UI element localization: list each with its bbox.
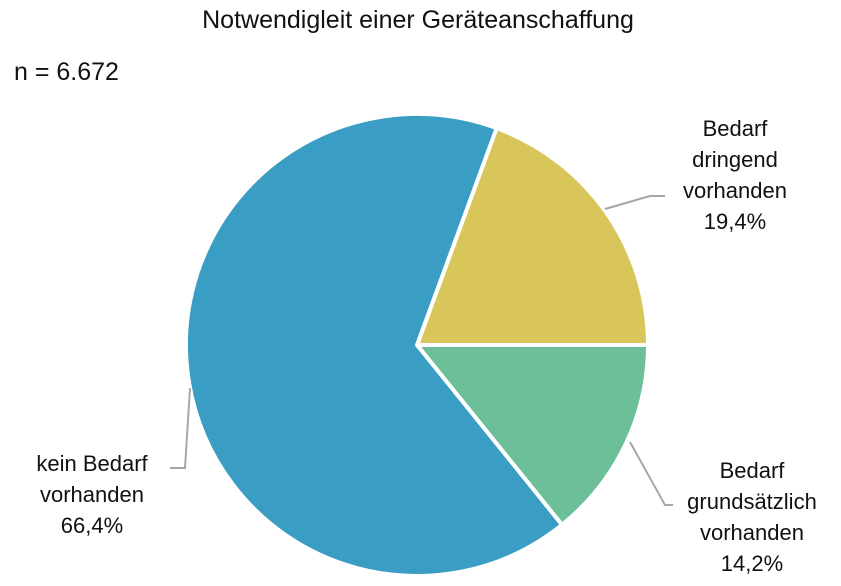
slice-value-label: 19,4% — [704, 209, 766, 234]
slice-label: grundsätzlich — [687, 489, 817, 514]
leader-line — [629, 441, 673, 506]
slice-value-label: 14,2% — [721, 551, 783, 576]
slice-label: Bedarf — [720, 458, 786, 483]
chart-title: Notwendigleit einer Geräteanschaffung — [202, 6, 634, 34]
slice-label: vorhanden — [40, 482, 144, 507]
sample-size: n = 6.672 — [14, 58, 119, 86]
leader-line — [170, 387, 191, 469]
slice-dringend — [415, 126, 650, 347]
slice-kein-bedarf — [184, 112, 564, 578]
slice-label: Bedarf — [703, 116, 769, 141]
slice-label: vorhanden — [683, 178, 787, 203]
slice-label: kein Bedarf — [36, 451, 148, 476]
slice-value-label: 66,4% — [61, 513, 123, 538]
leader-line — [604, 195, 665, 210]
slice-grundsaetzlich — [415, 343, 650, 527]
slice-label: dringend — [692, 147, 778, 172]
slice-label: vorhanden — [700, 520, 804, 545]
